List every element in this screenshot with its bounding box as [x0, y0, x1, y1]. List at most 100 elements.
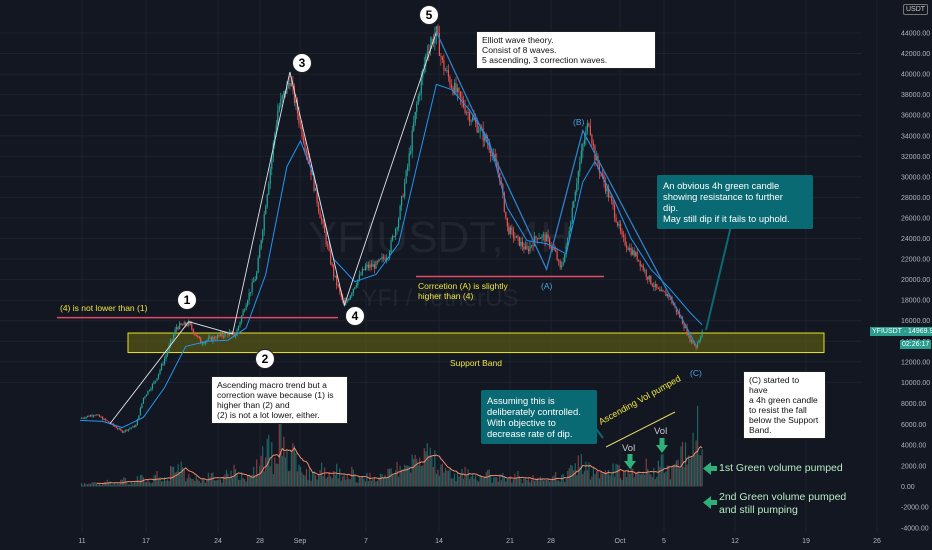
candle-body: [225, 332, 228, 334]
candle-body: [453, 83, 456, 94]
candle-body: [271, 156, 273, 169]
currency-tag[interactable]: USDT: [903, 4, 929, 15]
candle-body: [355, 285, 357, 288]
candle-body: [524, 245, 527, 250]
price-axis[interactable]: 44000.00 42000.00 40000.00 38000.00 36000.00…: [901, 31, 930, 533]
candle-body: [488, 144, 490, 151]
candle-body: [405, 170, 407, 183]
candle-body: [243, 310, 246, 311]
candle-body: [251, 282, 253, 293]
candle-body: [472, 117, 474, 121]
candle-body: [532, 245, 534, 247]
volume-bar: [500, 480, 502, 487]
volume-bar: [259, 465, 261, 487]
candle-body: [686, 326, 688, 335]
candle-body: [339, 286, 341, 292]
support-band[interactable]: [127, 332, 825, 354]
volume-bar: [369, 472, 371, 487]
volume-bar: [597, 471, 599, 487]
last-price-tag: YFIUSDT · 14969.91: [870, 327, 932, 336]
volume-bar: [656, 476, 658, 487]
candle-body: [188, 321, 190, 326]
volume-bar: [168, 481, 170, 487]
volume-bar: [541, 478, 543, 487]
volume-bar: [292, 443, 294, 487]
support-band-label: Support Band: [450, 358, 502, 368]
candle-body: [236, 329, 238, 336]
volume-bar: [112, 484, 114, 487]
volume-bar: [647, 468, 649, 487]
volume-bar: [686, 464, 688, 487]
candle-body: [629, 247, 631, 250]
candle-body: [334, 275, 336, 277]
candle-body: [394, 229, 397, 237]
vol-label-1: Vol: [622, 443, 636, 454]
volume-bar: [414, 454, 416, 487]
volume-bar: [145, 482, 148, 487]
volume-bar: [553, 475, 555, 487]
candle-body: [120, 428, 122, 431]
candle-body: [123, 431, 125, 433]
volume-bar: [97, 484, 99, 487]
volume-bar: [195, 476, 197, 487]
candle-body: [331, 263, 333, 266]
volume-bar: [630, 466, 632, 487]
candle-body: [96, 414, 98, 416]
volume-bar: [355, 482, 357, 487]
volume-bar: [215, 480, 217, 487]
volume-bar: [221, 482, 223, 487]
candle-body: [408, 153, 410, 167]
volume-tick-label: -2000.00: [901, 505, 929, 512]
candle-body: [317, 203, 320, 212]
candle-body: [266, 194, 268, 207]
wave-a-label: (A): [541, 281, 553, 291]
volume-bar: [651, 477, 653, 487]
candle-body: [388, 251, 391, 258]
volume-bar: [473, 478, 475, 487]
candle-body: [511, 227, 513, 230]
candle-body: [434, 36, 436, 44]
candle-body: [176, 327, 178, 330]
candle-body: [100, 416, 102, 418]
candle-body: [404, 182, 406, 197]
candle-body: [117, 428, 119, 430]
candle-body: [666, 294, 668, 297]
time-tick-label: 17: [142, 538, 150, 545]
volume-bar: [532, 475, 534, 487]
volume-bar: [692, 432, 694, 487]
volume-bar: [586, 470, 588, 487]
volume-bar: [283, 436, 285, 487]
volume-bar: [361, 476, 363, 487]
volume-ma-line: [96, 446, 703, 485]
volume-tick-label: -4000.00: [901, 525, 929, 532]
candle-body: [351, 293, 353, 296]
volume-bar: [206, 480, 208, 487]
candle-body: [506, 217, 508, 227]
candle-body: [126, 429, 128, 431]
volume-bar: [239, 479, 241, 487]
candle-body: [367, 264, 370, 268]
candle-body: [586, 123, 588, 131]
time-axis[interactable]: 11 17 24 28 Sep 7 14 21 28 Oct 5 12 19 26: [78, 538, 881, 545]
volume-bar: [398, 476, 400, 487]
volume-bar: [695, 440, 697, 487]
candle-body: [281, 95, 283, 99]
volume-bar: [287, 471, 289, 487]
candle-body: [549, 238, 551, 247]
vol-label-2: Vol: [654, 426, 668, 437]
candle-body: [668, 294, 670, 297]
candle-body: [278, 106, 280, 111]
candle-body: [274, 133, 276, 143]
candle-body: [496, 160, 498, 168]
volume-bar: [289, 470, 291, 487]
abc-correction-line: [435, 31, 697, 346]
volume-bar: [85, 484, 87, 487]
candle-body: [580, 150, 582, 163]
volume-bar: [428, 455, 430, 487]
volume-bar: [583, 470, 585, 487]
candle-body: [542, 234, 545, 236]
wave-b-label: (B): [573, 117, 585, 127]
candle-body: [242, 310, 244, 316]
volume-bar: [549, 481, 551, 487]
